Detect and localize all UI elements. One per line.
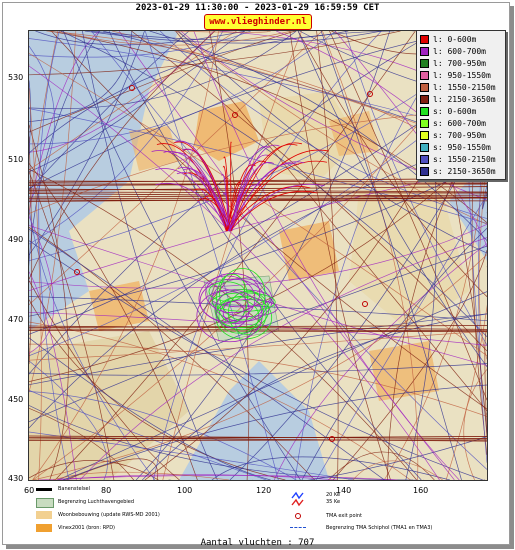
- legend-item: s: 950-1550m: [420, 141, 502, 153]
- legend-swatch: [420, 118, 429, 128]
- kv20-label: 20 Ke: [326, 492, 341, 498]
- kv35-label: 35 Ke: [326, 499, 341, 505]
- tma-exit-points: [74, 85, 373, 442]
- legend-swatch: [420, 46, 429, 56]
- legend-swatch: [420, 142, 429, 152]
- legend-swatch: [420, 94, 429, 104]
- track-canvas: [29, 31, 487, 480]
- legend-label: l: 1550-2150m: [433, 82, 496, 92]
- runway-label: Banenstelsel: [58, 486, 91, 492]
- vinex-label: Vinex2001 (bron: RPD): [58, 525, 115, 531]
- residential-label: Woonbebouwing (update RWS-MD 2001): [58, 512, 160, 518]
- altitude-legend: l: 0-600m l: 600-700m l: 700-950m l: 950-15…: [416, 30, 506, 180]
- approach-tracks: [151, 140, 329, 343]
- legend-swatch: [420, 82, 429, 92]
- legend-item: s: 600-700m: [420, 117, 502, 129]
- tma-boundary-label: Begrenzing TMA Schiphol (TMA1 en TMA3): [326, 525, 433, 531]
- flight-count: Aantal vluchten : 707: [200, 538, 315, 548]
- legend-swatch: [420, 154, 429, 164]
- x-tick-80: 80: [101, 486, 112, 495]
- legend-item: s: 1550-2150m: [420, 153, 502, 165]
- legend-item: s: 0-600m: [420, 105, 502, 117]
- legend-swatch: [420, 58, 429, 68]
- x-tick-120: 120: [256, 486, 272, 495]
- legend-label: s: 0-600m: [433, 106, 477, 116]
- y-tick-490: 490: [8, 235, 24, 244]
- airport-swatch: [36, 498, 54, 508]
- tma-exit-label: TMA exit point: [326, 513, 363, 519]
- tma-exit-icon: [295, 513, 301, 519]
- legend-item: l: 0-600m: [420, 33, 502, 45]
- runway-swatch: [36, 488, 52, 491]
- vinex-swatch: [36, 524, 52, 532]
- legend-label: s: 700-950m: [433, 130, 486, 140]
- legend-label: l: 600-700m: [433, 46, 486, 56]
- legend-item: s: 2150-3650m: [420, 165, 502, 177]
- airport-boundary-label: Begrenzing Luchthavengebied: [58, 499, 135, 505]
- flight-tracks: [29, 31, 487, 480]
- x-tick-140: 140: [336, 486, 352, 495]
- y-tick-530: 530: [8, 73, 24, 82]
- legend-swatch: [420, 130, 429, 140]
- y-tick-430: 430: [8, 474, 24, 483]
- legend-label: l: 700-950m: [433, 58, 486, 68]
- legend-label: s: 1550-2150m: [433, 154, 496, 164]
- legend-item: l: 600-700m: [420, 45, 502, 57]
- legend-item: s: 700-950m: [420, 129, 502, 141]
- flight-track-map[interactable]: [28, 30, 488, 481]
- y-tick-470: 470: [8, 315, 24, 324]
- time-range-title: 2023-01-29 11:30:00 - 2023-01-29 16:59:5…: [135, 3, 380, 13]
- y-tick-510: 510: [8, 155, 24, 164]
- legend-label: l: 2150-3650m: [433, 94, 496, 104]
- x-tick-60: 60: [24, 486, 35, 495]
- noise-contour-icon: [291, 491, 304, 507]
- legend-swatch: [420, 166, 429, 176]
- x-tick-100: 100: [177, 486, 193, 495]
- legend-label: l: 950-1550m: [433, 70, 491, 80]
- x-tick-160: 160: [413, 486, 429, 495]
- legend-label: s: 600-700m: [433, 118, 486, 128]
- legend-item: l: 2150-3650m: [420, 93, 502, 105]
- legend-item: l: 1550-2150m: [420, 81, 502, 93]
- tma-boundary-swatch: [290, 527, 306, 528]
- site-badge[interactable]: www.vlieghinder.nl: [204, 14, 312, 30]
- legend-label: l: 0-600m: [433, 34, 477, 44]
- legend-label: s: 950-1550m: [433, 142, 491, 152]
- map-key: Banenstelsel Begrenzing Luchthavengebied…: [28, 482, 486, 537]
- legend-swatch: [420, 34, 429, 44]
- legend-swatch: [420, 106, 429, 116]
- legend-label: s: 2150-3650m: [433, 166, 496, 176]
- residential-swatch: [36, 511, 52, 519]
- legend-item: l: 950-1550m: [420, 69, 502, 81]
- y-tick-450: 450: [8, 395, 24, 404]
- legend-swatch: [420, 70, 429, 80]
- legend-item: l: 700-950m: [420, 57, 502, 69]
